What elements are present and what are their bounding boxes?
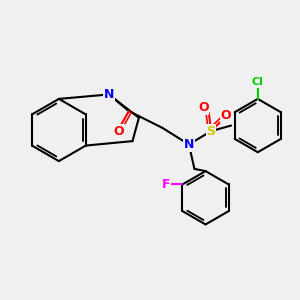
Text: O: O <box>198 101 208 114</box>
Text: N: N <box>184 138 194 151</box>
Text: N: N <box>104 88 114 101</box>
Text: F: F <box>161 178 170 191</box>
Text: Cl: Cl <box>252 77 264 87</box>
Text: S: S <box>207 124 216 138</box>
Text: O: O <box>220 109 231 122</box>
Text: O: O <box>114 124 124 138</box>
